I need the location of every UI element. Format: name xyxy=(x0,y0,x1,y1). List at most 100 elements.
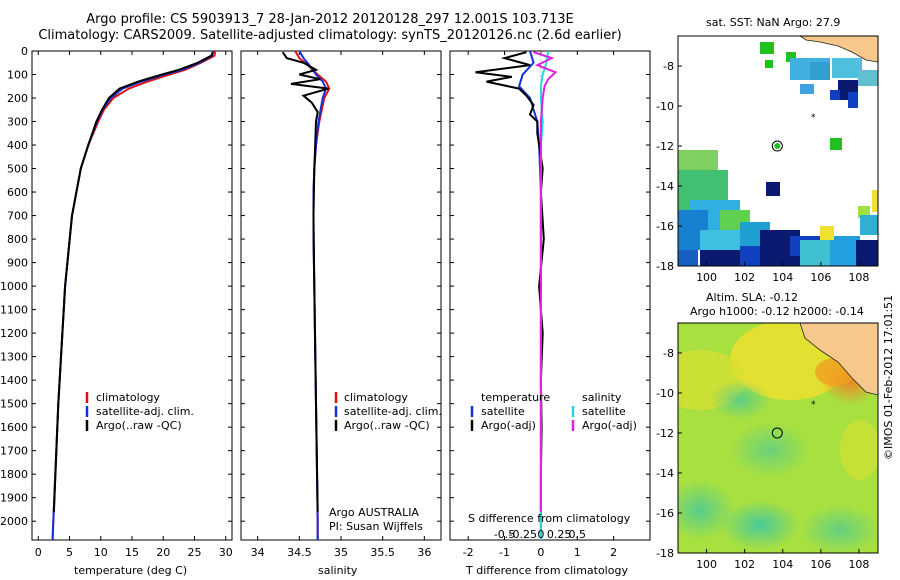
x-tick-label-difference: -1 xyxy=(499,546,510,559)
diff-legend-s-head: salinity xyxy=(582,391,622,404)
figure-title-line2: Climatology: CARS2009. Satellite-adjuste… xyxy=(38,28,622,43)
temp-xlabel: temperature (deg C) xyxy=(74,564,188,577)
sst-tile xyxy=(820,226,834,240)
map-y-tick-label: -18 xyxy=(656,260,674,273)
sst-tile xyxy=(872,190,878,212)
sst-tile xyxy=(760,42,774,54)
sst-tile xyxy=(678,150,718,170)
sst-tile xyxy=(766,182,780,196)
sla-map-title-2: Argo h1000: -0.12 h2000: -0.14 xyxy=(690,305,864,318)
x-tick-label-salinity: 36 xyxy=(417,546,431,559)
map-x-tick-label: 106 xyxy=(810,271,831,284)
map-x-tick-label: 100 xyxy=(696,271,717,284)
sst-tile xyxy=(678,250,698,266)
panel-frame-salinity xyxy=(240,50,442,541)
sst-tile xyxy=(830,236,860,266)
diff-legend-t-head: temperature xyxy=(481,391,551,404)
map-y-tick-label: -12 xyxy=(656,427,674,440)
sst-tile xyxy=(740,246,760,266)
sal-legend-argo: Argo(..raw -QC) xyxy=(344,419,430,432)
y-tick-label: 1500 xyxy=(0,398,28,411)
figure-title-line1: Argo profile: CS 5903913_7 28-Jan-2012 2… xyxy=(86,12,574,27)
sst-tile xyxy=(860,215,878,235)
y-tick-label: 1000 xyxy=(0,280,28,293)
map-x-tick-label: 108 xyxy=(848,271,869,284)
temp-legend-argo: Argo(..raw -QC) xyxy=(96,419,182,432)
s-tick-label: 0.5 xyxy=(569,528,587,541)
map-x-tick-label: 104 xyxy=(772,271,793,284)
y-tick-label: 900 xyxy=(7,257,28,270)
y-tick-label: 700 xyxy=(7,210,28,223)
argo-position-marker xyxy=(771,427,783,439)
imos-timestamp: ©IMOS 01-Feb-2012 17:01:51 xyxy=(882,294,895,460)
s-tick-label: -0.25 xyxy=(508,528,536,541)
sst-land xyxy=(799,36,878,63)
sal-annotation-1: Argo AUSTRALIA xyxy=(329,506,419,519)
x-tick-label-difference: 0 xyxy=(537,546,544,559)
map-y-tick-label: -12 xyxy=(656,140,674,153)
x-tick-label-salinity: 34.5 xyxy=(287,546,312,559)
y-tick-label: 0 xyxy=(21,45,28,58)
map-y-tick-label: -10 xyxy=(656,100,674,113)
diff-legend-t-sat: satellite xyxy=(481,405,525,418)
sla-map-title-1: Altim. SLA: -0.12 xyxy=(706,291,799,304)
map-y-tick-label: -10 xyxy=(656,387,674,400)
y-tick-label: 100 xyxy=(7,69,28,82)
star-marker: * xyxy=(811,400,816,410)
map-x-tick-label: 102 xyxy=(734,558,755,571)
map-y-tick-label: -14 xyxy=(656,467,674,480)
sst-tile xyxy=(765,60,773,68)
map-y-tick-label: -16 xyxy=(656,507,674,520)
sst-tile xyxy=(700,250,740,266)
panel-frame-difference xyxy=(449,50,651,541)
map-x-tick-label: 100 xyxy=(696,558,717,571)
y-tick-label: 1100 xyxy=(0,304,28,317)
y-tick-label: 600 xyxy=(7,186,28,199)
diff-xlabel-top: S difference from climatology xyxy=(468,512,631,525)
x-tick-label-salinity: 35 xyxy=(334,546,348,559)
x-tick-label-difference: 2 xyxy=(610,546,617,559)
diff-legend-t-argo: Argo(-adj) xyxy=(481,419,536,432)
s-tick-label: 0.25 xyxy=(547,528,572,541)
x-tick-label-temperature: 30 xyxy=(219,546,233,559)
sla-map xyxy=(677,322,879,554)
argo-position-marker xyxy=(771,140,783,152)
sal-legend-sat: satellite-adj. clim. xyxy=(344,405,442,418)
map-x-tick-label: 104 xyxy=(772,558,793,571)
diff-xlabel: T difference from climatology xyxy=(466,564,628,577)
star-marker: * xyxy=(811,113,816,123)
y-tick-label: 1400 xyxy=(0,374,28,387)
y-tick-label: 1200 xyxy=(0,327,28,340)
sal-xlabel: salinity xyxy=(318,564,358,577)
x-tick-label-temperature: 5 xyxy=(66,546,73,559)
map-x-tick-label: 106 xyxy=(810,558,831,571)
x-tick-label-difference: 1 xyxy=(574,546,581,559)
sst-tile xyxy=(678,36,686,56)
s-tick-label: -0.5 xyxy=(494,528,515,541)
map-x-tick-label: 108 xyxy=(848,558,869,571)
sst-tile xyxy=(800,84,814,94)
sst-tile xyxy=(810,62,830,80)
sla-land xyxy=(799,323,878,396)
y-tick-label: 400 xyxy=(7,139,28,152)
x-tick-label-temperature: 20 xyxy=(156,546,170,559)
sst-map xyxy=(677,35,879,267)
x-tick-label-temperature: 0 xyxy=(35,546,42,559)
y-tick-label: 300 xyxy=(7,116,28,129)
sst-tile xyxy=(858,70,878,86)
series-argo-raw-qc- xyxy=(281,51,329,512)
sst-tile xyxy=(830,90,840,100)
sst-tile xyxy=(832,58,862,78)
y-tick-label: 800 xyxy=(7,233,28,246)
map-y-tick-label: -8 xyxy=(663,60,674,73)
sst-tile xyxy=(786,52,796,62)
sst-tile xyxy=(856,240,878,266)
series-salinity-argo-adj- xyxy=(533,51,558,512)
x-tick-label-temperature: 10 xyxy=(94,546,108,559)
series-argo-raw-qc- xyxy=(52,51,214,512)
x-tick-label-difference: -2 xyxy=(463,546,474,559)
panel-frame-temperature xyxy=(31,50,233,541)
y-tick-label: 1600 xyxy=(0,421,28,434)
argo-position-fill xyxy=(774,143,781,150)
